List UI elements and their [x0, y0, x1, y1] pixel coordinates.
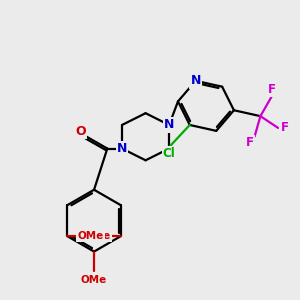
Text: N: N — [190, 74, 201, 87]
Text: O: O — [75, 125, 86, 138]
Text: F: F — [246, 136, 254, 149]
Text: OMe: OMe — [77, 231, 104, 241]
Text: OMe: OMe — [81, 274, 107, 285]
Text: OMe: OMe — [85, 231, 111, 241]
Text: N: N — [164, 118, 174, 131]
Text: Cl: Cl — [163, 147, 175, 160]
Text: F: F — [268, 82, 276, 95]
Text: N: N — [117, 142, 127, 155]
Text: F: F — [280, 122, 289, 134]
